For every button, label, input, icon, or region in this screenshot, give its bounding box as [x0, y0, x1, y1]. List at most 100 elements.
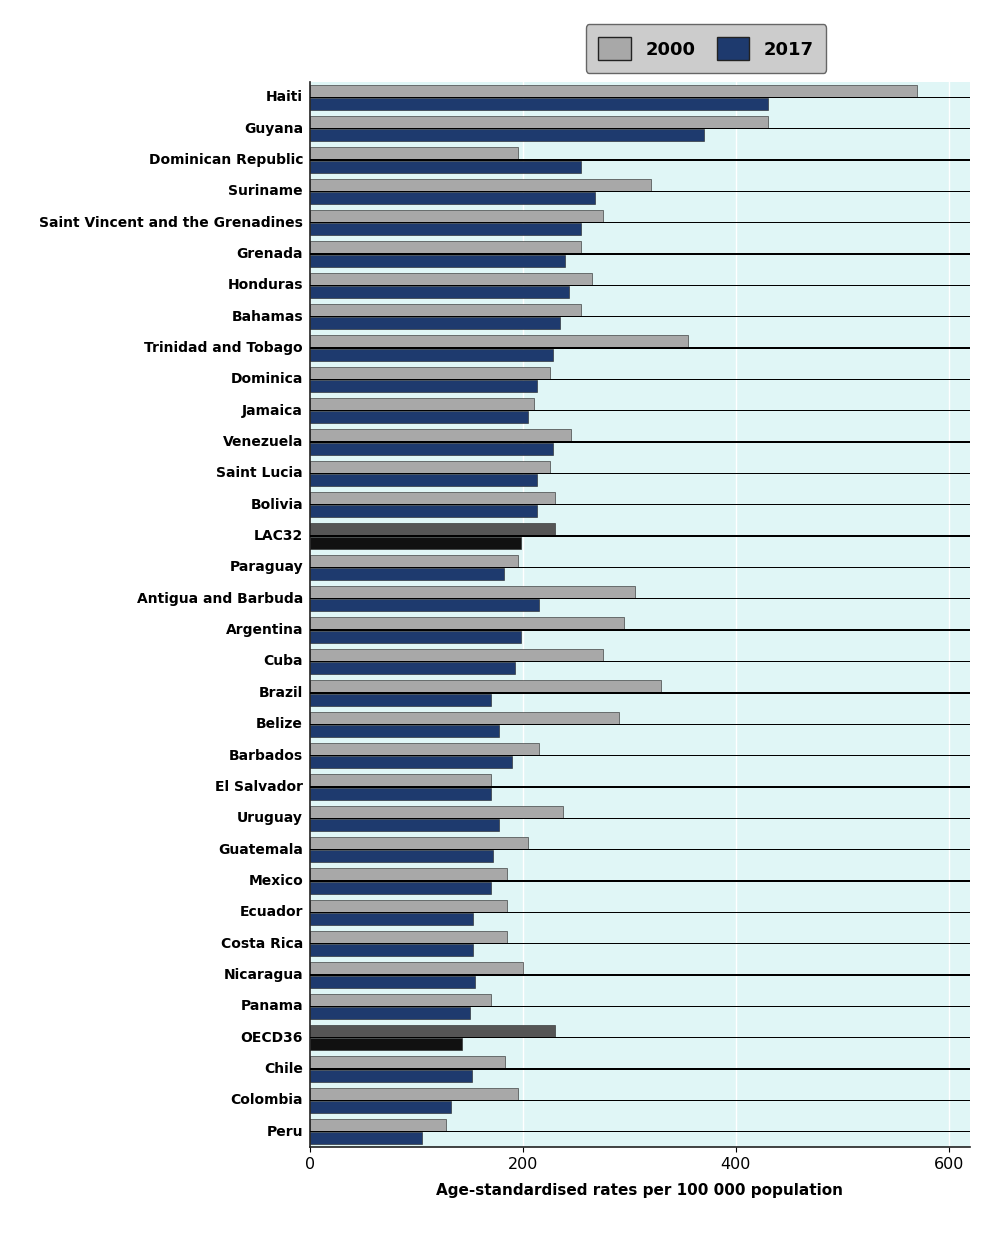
Bar: [310, 586, 635, 598]
Bar: [310, 285, 970, 286]
Bar: [310, 272, 592, 285]
Bar: [310, 115, 768, 128]
Bar: [310, 537, 521, 549]
Bar: [310, 755, 970, 756]
Bar: [310, 1132, 422, 1145]
Bar: [310, 725, 499, 737]
Bar: [310, 1070, 472, 1082]
Bar: [310, 535, 970, 537]
Bar: [310, 1087, 518, 1100]
Bar: [310, 962, 523, 974]
Bar: [310, 1068, 970, 1070]
Bar: [310, 993, 491, 1006]
Bar: [310, 1025, 555, 1037]
Bar: [310, 1006, 970, 1007]
Bar: [310, 742, 539, 755]
Bar: [310, 255, 565, 267]
Bar: [310, 286, 569, 298]
Bar: [310, 680, 661, 692]
Bar: [310, 1101, 451, 1114]
Bar: [310, 774, 491, 786]
Bar: [310, 788, 491, 800]
Bar: [310, 178, 651, 191]
Bar: [310, 617, 624, 630]
Bar: [310, 303, 581, 316]
Bar: [310, 818, 970, 819]
Bar: [310, 98, 768, 110]
Bar: [310, 474, 537, 487]
Bar: [310, 97, 970, 98]
Bar: [310, 523, 555, 535]
Bar: [310, 505, 537, 518]
Bar: [310, 849, 970, 850]
Bar: [310, 630, 970, 631]
Legend: 2000, 2017: 2000, 2017: [586, 24, 826, 73]
Bar: [310, 711, 619, 724]
Bar: [310, 253, 970, 255]
Bar: [310, 159, 970, 161]
Bar: [310, 161, 581, 173]
Bar: [310, 1100, 970, 1101]
Bar: [310, 661, 970, 662]
Bar: [310, 84, 917, 97]
Bar: [310, 599, 539, 612]
Bar: [310, 943, 970, 944]
Bar: [310, 631, 521, 643]
Bar: [310, 379, 970, 380]
Bar: [310, 317, 560, 330]
Bar: [310, 882, 491, 894]
Bar: [310, 192, 595, 204]
Bar: [310, 554, 518, 567]
Bar: [310, 724, 970, 725]
X-axis label: Age-standardised rates per 100 000 population: Age-standardised rates per 100 000 popul…: [436, 1184, 844, 1199]
Bar: [310, 129, 704, 142]
Bar: [310, 913, 473, 925]
Bar: [310, 1131, 970, 1132]
Bar: [310, 209, 603, 222]
Bar: [310, 316, 970, 317]
Bar: [310, 786, 970, 788]
Bar: [310, 912, 970, 913]
Bar: [310, 819, 499, 831]
Bar: [310, 944, 473, 957]
Bar: [310, 347, 970, 349]
Bar: [310, 443, 553, 455]
Bar: [310, 349, 553, 361]
Bar: [310, 241, 581, 253]
Bar: [310, 899, 507, 912]
Bar: [310, 693, 491, 706]
Bar: [310, 1007, 470, 1020]
Bar: [310, 411, 528, 424]
Bar: [310, 398, 534, 410]
Bar: [310, 880, 970, 882]
Bar: [310, 429, 571, 441]
Bar: [310, 836, 528, 849]
Bar: [310, 1037, 970, 1038]
Bar: [310, 441, 970, 443]
Bar: [310, 976, 475, 988]
Bar: [310, 492, 555, 504]
Bar: [310, 930, 507, 943]
Bar: [310, 756, 512, 769]
Bar: [310, 460, 550, 473]
Bar: [310, 223, 581, 236]
Bar: [310, 1056, 505, 1068]
Bar: [310, 868, 507, 880]
Bar: [310, 504, 970, 505]
Bar: [310, 380, 537, 393]
Bar: [310, 147, 518, 159]
Bar: [310, 366, 550, 379]
Bar: [310, 128, 970, 129]
Bar: [310, 1119, 446, 1131]
Bar: [310, 410, 970, 411]
Bar: [310, 191, 970, 192]
Bar: [310, 974, 970, 976]
Bar: [310, 850, 493, 863]
Bar: [310, 662, 515, 675]
Bar: [310, 568, 504, 581]
Bar: [310, 567, 970, 568]
Bar: [310, 222, 970, 223]
Bar: [310, 805, 563, 818]
Bar: [310, 598, 970, 599]
Bar: [310, 335, 688, 347]
